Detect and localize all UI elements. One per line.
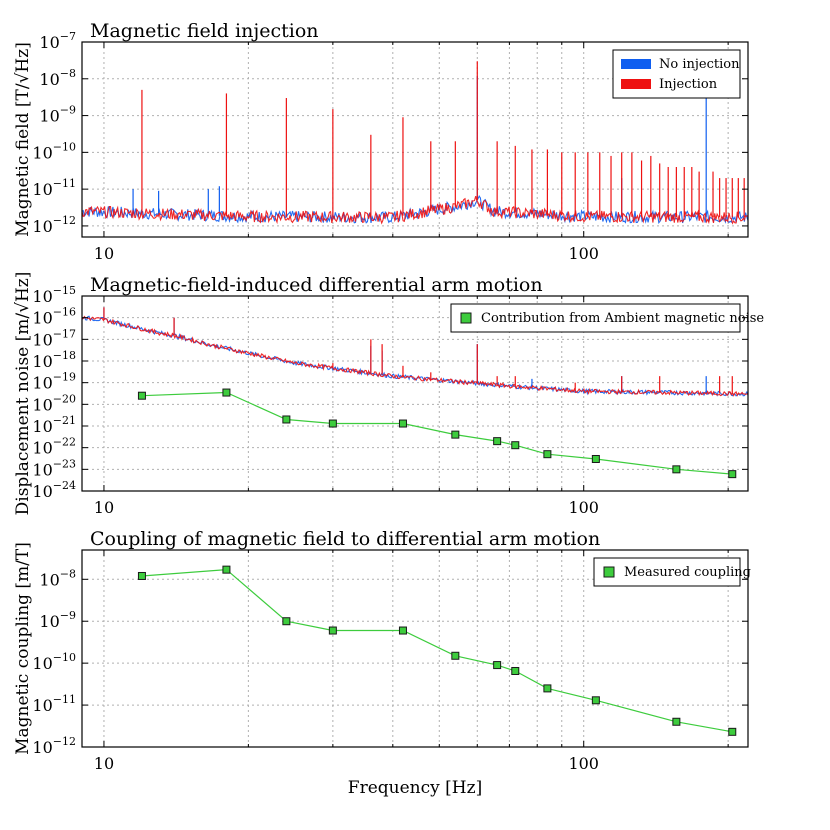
x-tick-label: 100 [568,244,599,263]
y-tick-label: 10−10 [32,140,76,162]
coupling-line [141,391,733,475]
tick-marks [82,41,748,237]
axes-frame [81,41,749,238]
y-tick-label: 10−9 [39,104,76,126]
data-point-marker [543,450,552,459]
y-tick-label: 10−11 [32,177,76,199]
y-axis-label: Displacement noise [m/√Hz] [13,272,33,516]
data-point-marker [137,391,146,400]
y-tick-label: 10−9 [39,609,76,631]
series-trace-displacement-noise-injection- [82,315,748,397]
legend-label: No injection [659,57,740,72]
y-tick-label: 10−7 [39,30,76,52]
x-tick-label: 100 [568,754,599,773]
data-point-marker [511,441,520,450]
y-tick-label: 10−15 [32,284,76,306]
legend-swatch [621,59,651,69]
axes-frame [81,295,749,492]
data-point-marker [511,666,520,675]
panel-title: Magnetic field injection [90,20,319,42]
data-point-marker [728,470,737,479]
legend-marker [460,312,472,324]
y-tick-label: 10−8 [39,67,76,89]
data-point-marker [137,571,146,580]
data-point-marker [282,415,291,424]
series-trace-no-injection [82,194,748,224]
y-tick-label: 10−24 [32,479,76,501]
y-tick-label: 10−10 [32,651,76,673]
data-point-marker [328,626,337,635]
chart-panel-2: 10−2410−2310−2210−2110−2010−1910−1810−17… [13,272,764,517]
legend: No injection Injection [612,49,741,99]
x-tick-label: 10 [94,244,114,263]
y-tick-label: 10−22 [32,436,76,458]
x-tick-label: 100 [568,498,599,517]
data-point-marker [591,454,600,463]
data-point-marker [451,430,460,439]
legend-label: Contribution from Ambient magnetic noise [481,311,764,326]
y-tick-label: 10−12 [32,214,76,236]
x-tick-label: 10 [94,498,114,517]
data-point-marker [222,388,231,397]
x-tick-label: 10 [94,754,114,773]
axes-frame [81,549,749,748]
chart-panel-3: 10−12 10−11 10−10 10−9 10−8 10 100 Coupling of … [13,528,751,773]
legend-swatch [621,79,651,89]
panel-title: Magnetic-field-induced differential arm … [90,274,543,296]
data-point-marker [493,661,502,670]
coupling-line [141,568,733,733]
y-tick-label: 10−23 [32,457,76,479]
data-point-marker [672,717,681,726]
data-point-marker [543,684,552,693]
panel-title: Coupling of magnetic field to differenti… [90,528,600,550]
data-point-marker [398,626,407,635]
y-tick-label: 10−12 [32,735,76,757]
data-point-marker [493,437,502,446]
data-point-marker [328,419,337,428]
data-point-marker [222,565,231,574]
data-point-marker [282,617,291,626]
data-point-marker [672,465,681,474]
legend-label: Injection [659,77,718,92]
y-tick-label: 10−8 [39,567,76,589]
legend: Measured coupling [593,557,751,587]
legend-label: Measured coupling [624,565,751,580]
tick-marks [82,295,748,492]
legend: Contribution from Ambient magnetic noise [450,303,764,333]
chart-panel-1: 10−12 10−11 10−10 10−9 10−8 10−7 10 100 Magnetic… [13,20,749,263]
y-axis-label: Magnetic field [T/√Hz] [13,42,33,237]
series-trace-injection [82,195,748,225]
legend-marker [603,566,615,578]
x-axis-label: Frequency [Hz] [348,778,482,798]
y-tick-label: 10−11 [32,693,76,715]
data-point-marker [728,727,737,736]
y-tick-label: 10−19 [32,371,76,393]
data-point-marker [591,696,600,705]
y-tick-label: 10−20 [32,392,76,414]
y-axis-label: Magnetic coupling [m/T] [13,542,33,755]
data-point-marker [398,419,407,428]
y-tick-label: 10−17 [32,327,76,349]
y-tick-label: 10−21 [32,414,76,436]
y-tick-label: 10−18 [32,349,76,371]
data-point-marker [451,651,460,660]
y-tick-label: 10−16 [32,306,76,328]
tick-marks [82,550,748,748]
